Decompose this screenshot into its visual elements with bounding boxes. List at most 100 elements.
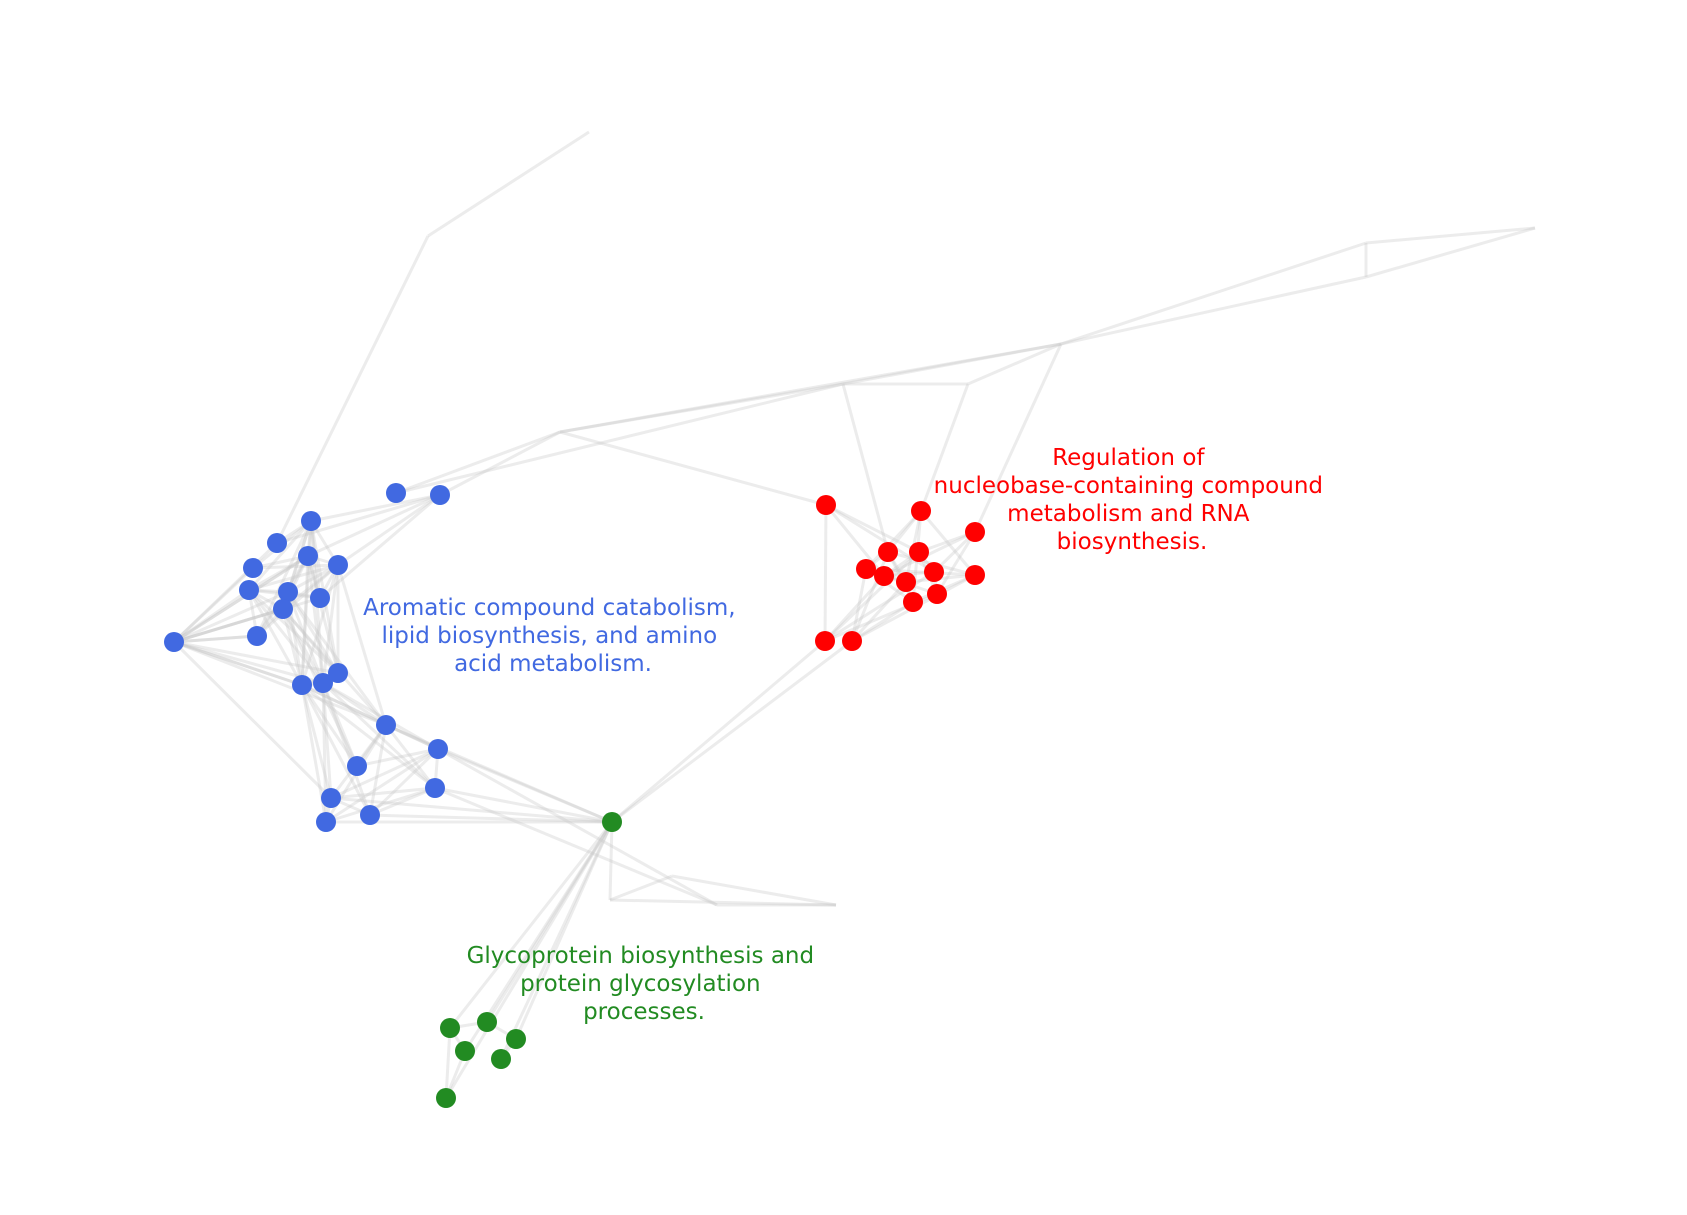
node-blue-cluster [243, 558, 263, 578]
network-edge [330, 796, 613, 824]
network-edge [300, 564, 340, 686]
node-red-cluster [878, 542, 898, 562]
cluster-label-line: biosynthesis. [1057, 529, 1208, 555]
network-edge [437, 747, 718, 907]
network-edge [671, 874, 837, 907]
network-edge [337, 493, 441, 567]
network-edge [439, 430, 561, 497]
network-edge [248, 554, 309, 592]
network-edge [173, 607, 284, 644]
network-edge [321, 682, 333, 799]
node-blue-cluster [428, 739, 448, 759]
node-red-cluster [903, 592, 923, 612]
network-edge [173, 596, 321, 644]
node-red-cluster [874, 566, 894, 586]
network-edge [300, 555, 310, 686]
network-edge [247, 589, 304, 686]
network-edge [369, 786, 436, 817]
network-edge [823, 504, 828, 642]
network-edge [306, 555, 325, 684]
cluster-label-red: Regulation of nucleobase-containing comp… [934, 445, 1331, 555]
network-edge [173, 607, 284, 644]
node-blue-cluster [347, 756, 367, 776]
network-edge [448, 821, 614, 1029]
network-edge [611, 639, 826, 824]
network-edge [306, 555, 340, 674]
cluster-label-line: nucleobase-containing compound [934, 473, 1323, 499]
network-edge [301, 683, 387, 727]
network-edge [559, 342, 1062, 434]
network-edge [300, 684, 372, 816]
node-red-cluster [965, 565, 985, 585]
node-blue-cluster [328, 555, 348, 575]
node-blue-cluster [425, 778, 445, 798]
node-blue-cluster [328, 663, 348, 683]
node-green-cluster [506, 1029, 526, 1049]
network-edge [173, 640, 303, 687]
network-edge [499, 821, 614, 1060]
node-blue-cluster [273, 599, 293, 619]
node-red-cluster [815, 631, 835, 651]
network-edge [173, 634, 258, 644]
network-edge [322, 681, 439, 751]
network-edge [919, 383, 970, 512]
network-edge [330, 786, 436, 800]
network-edge [172, 566, 255, 644]
network-edge [173, 640, 339, 675]
network-edge [301, 683, 439, 751]
network-edge [173, 634, 258, 644]
network-edge [172, 640, 333, 800]
node-blue-cluster [313, 673, 333, 693]
network-edge [385, 723, 613, 824]
network-edge [300, 684, 333, 799]
node-green-cluster [440, 1018, 460, 1038]
cluster-label-blue: Aromatic compound catabolism, lipid bios… [363, 595, 743, 677]
network-edge [368, 747, 440, 817]
network-edge [173, 588, 250, 644]
cluster-label-green: Glycoprotein biosynthesis and protein gl… [467, 943, 822, 1025]
network-edge [256, 563, 339, 638]
node-green-cluster [455, 1041, 475, 1061]
network-edge [973, 343, 1063, 533]
network-edge [559, 430, 827, 507]
network-edge [286, 591, 325, 684]
network-edge [823, 550, 921, 643]
network-edge [247, 519, 313, 592]
node-blue-cluster [316, 812, 336, 832]
network-edge [368, 724, 388, 816]
node-red-cluster [924, 562, 944, 582]
network-edge [935, 531, 977, 595]
cluster-label-line: metabolism and RNA [1007, 501, 1250, 527]
network-edge [611, 639, 853, 824]
network-edge [356, 747, 439, 768]
network-edge [322, 681, 387, 727]
network-edge [310, 493, 441, 523]
cluster-label-line: protein glycosylation [520, 971, 761, 997]
cluster-label-line: Regulation of [1052, 445, 1205, 471]
node-blue-cluster [247, 626, 267, 646]
node-blue-cluster [430, 485, 450, 505]
network-edge [485, 821, 614, 1023]
network-edge [609, 898, 837, 907]
node-blue-cluster [301, 511, 321, 531]
cluster-label-line: Glycoprotein biosynthesis and [467, 943, 815, 969]
network-edge [851, 600, 914, 643]
node-blue-cluster [321, 788, 341, 808]
node-red-cluster [927, 584, 947, 604]
network-edge [514, 821, 614, 1040]
network-edge [173, 640, 387, 727]
network-edge [172, 541, 279, 644]
network-edge [173, 554, 309, 644]
node-blue-cluster [376, 715, 396, 735]
network-edge [307, 493, 441, 558]
network-edge [275, 235, 430, 544]
network-edge [1060, 241, 1367, 346]
node-green-cluster [491, 1049, 511, 1069]
network-edge [825, 503, 920, 554]
network-edge [850, 568, 868, 642]
network-edge [281, 608, 325, 684]
network-edge [321, 681, 437, 790]
network-edge [247, 589, 325, 684]
network-edge [434, 786, 613, 824]
node-blue-cluster [310, 588, 330, 608]
